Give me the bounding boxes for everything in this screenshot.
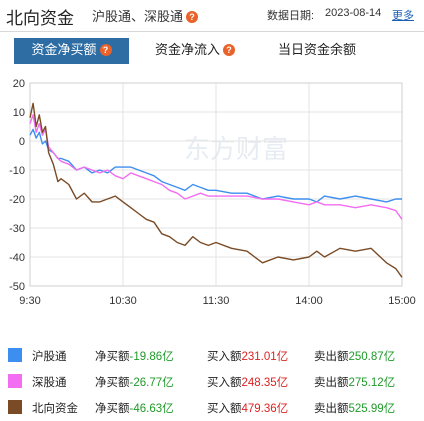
tab-net-buy[interactable]: 资金净买额? [14,38,129,62]
net-buy-label: 净买额 [95,377,130,389]
sell-amount: 卖出额525.99亿 [314,400,395,416]
more-link[interactable]: 更多 [392,10,414,22]
y-tick-label: 20 [13,78,25,90]
buy-amount: 买入额231.01亿 [207,348,288,364]
y-tick-label: -40 [9,252,25,264]
sz-swatch [8,374,22,388]
sell-label: 卖出额 [314,403,349,415]
sell-label: 卖出额 [314,351,349,363]
y-tick-label: -50 [9,281,25,293]
tab-net-inflow[interactable]: 资金净流入? [140,38,250,62]
legend-row-north: 北向资金 净买额-46.63亿 买入额479.36亿 卖出额525.99亿 [0,396,424,418]
subtitle: 沪股通、深股通? [92,6,199,25]
sell-value: 525.99亿 [348,403,396,415]
net-buy-value: -46.63亿 [129,403,174,415]
buy-value: 479.36亿 [241,403,289,415]
header: 北向资金 沪股通、深股通? 数据日期: 2023-08-14 更多 [0,0,424,30]
sell-value: 275.12亿 [348,377,396,389]
plot-frame [29,82,403,287]
net-buy-label: 净买额 [95,351,130,363]
date-label: 数据日期: [267,10,315,22]
legend-row-sz: 深股通 净买额-26.77亿 买入额248.35亿 卖出额275.12亿 [0,370,424,392]
sh-swatch [8,348,22,362]
date-value: 2023-08-14 [325,7,382,19]
help-icon[interactable]: ? [99,44,112,56]
x-tick-label: 9:30 [19,295,40,304]
watermark: 东方财富 [184,134,288,164]
x-tick-label: 11:30 [203,295,230,304]
legend-name: 深股通 [32,377,67,389]
help-icon[interactable]: ? [223,44,235,56]
x-tick-label: 10:30 [109,295,137,304]
legend-name: 沪股通 [32,351,67,363]
net-buy-value: -26.77亿 [129,377,174,389]
y-tick-label: -30 [9,223,25,235]
tab-net-buy-label: 资金净买额 [31,42,97,57]
buy-value: 231.01亿 [241,351,289,363]
buy-amount: 买入额479.36亿 [207,400,288,416]
x-tick-label: 14:00 [295,295,323,304]
y-tick-label: 0 [19,136,25,148]
tab-net-inflow-label: 资金净流入 [154,42,220,57]
legend-row-sh: 沪股通 净买额-19.86亿 买入额231.01亿 卖出额250.87亿 [0,344,424,366]
buy-label: 买入额 [207,403,242,415]
net-buy: 净买额-26.77亿 [95,374,174,390]
north-swatch [8,400,22,414]
buy-amount: 买入额248.35亿 [207,374,288,390]
tab-balance[interactable]: 当日资金余额 [262,38,372,62]
sell-amount: 卖出额275.12亿 [314,374,395,390]
subtitle-text: 沪股通、深股通 [92,9,184,24]
net-buy-value: -19.86亿 [129,351,174,363]
net-buy-label: 净买额 [95,403,130,415]
tab-bar: 资金净买额? 资金净流入? 当日资金余额 [0,38,424,64]
net-buy: 净买额-46.63亿 [95,400,174,416]
y-tick-label: -10 [9,165,25,177]
northbound-chart: 东方财富 20 10 0 -10 -20 -30 -40 -50 9:30 10:30 11:30 14… [9,78,416,304]
series-line-2 [29,102,403,278]
y-tick-label: 10 [13,107,25,119]
legend-name: 北向资金 [32,403,78,415]
sell-amount: 卖出额250.87亿 [314,348,395,364]
active-tab-indicator [14,62,129,64]
page-title: 北向资金 [6,9,74,28]
header-divider [0,31,424,32]
buy-label: 买入额 [207,351,242,363]
sell-value: 250.87亿 [348,351,396,363]
buy-label: 买入额 [207,377,242,389]
buy-value: 248.35亿 [241,377,289,389]
net-buy: 净买额-19.86亿 [95,348,174,364]
series-line-1 [29,114,403,220]
x-tick-label: 15:00 [388,295,416,304]
y-tick-label: -20 [9,194,25,206]
help-icon[interactable]: ? [186,11,199,23]
sell-label: 卖出额 [314,377,349,389]
tab-balance-label: 当日资金余额 [277,42,356,57]
